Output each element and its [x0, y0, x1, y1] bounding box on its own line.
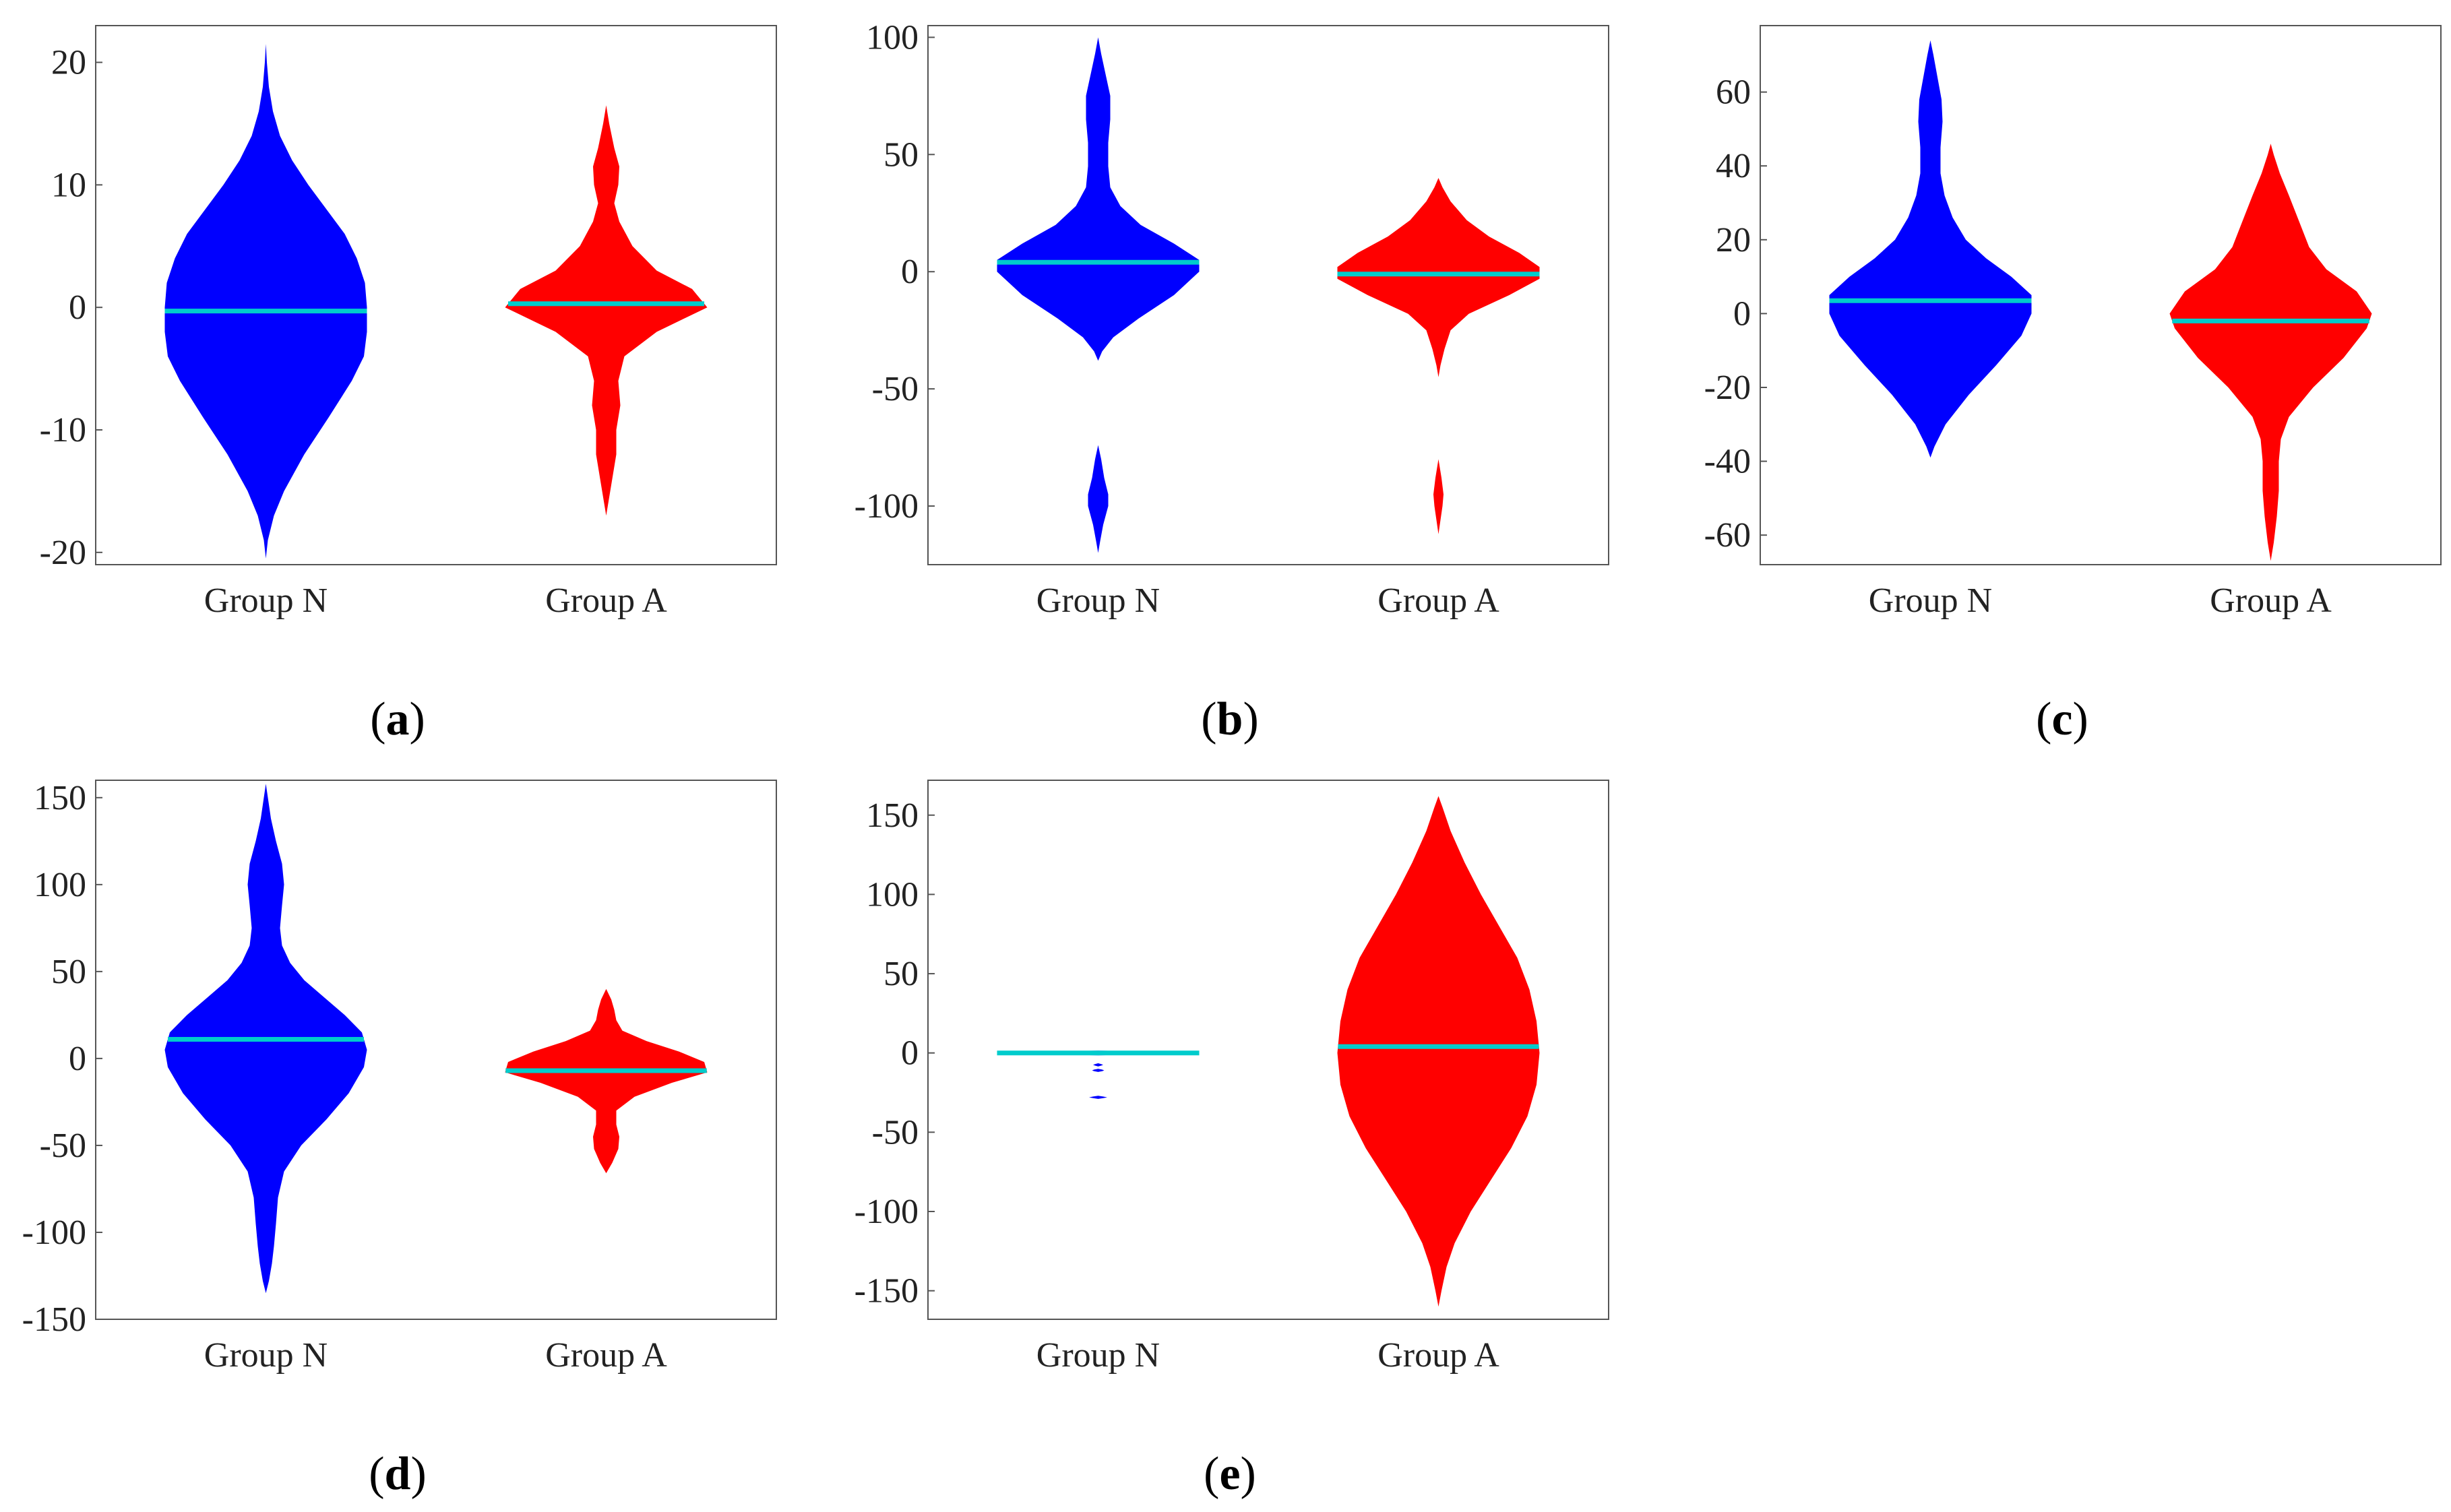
- y-tick-label: 100: [34, 866, 86, 904]
- y-tick-label: 50: [883, 955, 919, 993]
- axes-frame: [927, 25, 1609, 565]
- y-tick-label: 0: [69, 288, 86, 327]
- y-tick-label: -20: [40, 534, 86, 572]
- violin-group-a: [2169, 144, 2372, 561]
- violin-group-a: [1337, 796, 1540, 1307]
- panel-label: (e): [1204, 1448, 1256, 1500]
- violin-group-a: [505, 988, 708, 1174]
- violin-panel-c: -60 -40 -20 0 20 40 60 Group N Group A (c): [1704, 25, 2442, 745]
- x-category-label: Group N: [204, 1336, 328, 1375]
- y-tick-label: 150: [34, 779, 86, 817]
- panel-label: (c): [2036, 693, 2088, 745]
- x-category-label: Group A: [1377, 581, 1499, 620]
- violin-group-n: [164, 44, 367, 559]
- violin-group-a: [1337, 178, 1540, 534]
- y-tick-label: 60: [1716, 73, 1751, 112]
- y-tick-label: 20: [1716, 221, 1751, 259]
- y-tick-label: -50: [872, 1113, 919, 1152]
- panel-label: (d): [369, 1448, 427, 1500]
- x-category-label: Group N: [1036, 581, 1160, 620]
- panel-label: (b): [1201, 693, 1259, 745]
- y-tick-label: -40: [1704, 443, 1751, 481]
- y-tick-label: -20: [1704, 369, 1751, 407]
- violin-panel-e: -150 -100 -50 0 50 100 150 Group N Group A (e): [855, 780, 1609, 1500]
- y-tick-label: 40: [1716, 147, 1751, 185]
- y-tick-label: 50: [883, 135, 919, 174]
- violin-group-a: [505, 105, 708, 516]
- y-tick-label: 150: [866, 796, 919, 835]
- x-category-label: Group A: [545, 581, 667, 620]
- y-tick-label: 0: [901, 1034, 919, 1073]
- y-tick-label: 0: [69, 1040, 86, 1078]
- violin-panel-b: -100 -50 0 50 100 Group N Group A (b): [855, 18, 1609, 745]
- y-tick-label: 100: [866, 875, 919, 914]
- axes-frame: [927, 780, 1609, 1320]
- y-tick-label: 20: [51, 44, 86, 82]
- x-category-label: Group N: [1036, 1336, 1160, 1375]
- y-tick-label: -100: [22, 1214, 86, 1252]
- y-tick-label: 10: [51, 166, 86, 204]
- y-tick-label: -100: [855, 487, 919, 526]
- violin-group-n: [997, 1050, 1200, 1099]
- y-tick-label: -10: [40, 411, 86, 449]
- y-tick-label: -60: [1704, 516, 1751, 555]
- violin-panel-d: -150 -100 -50 0 50 100 150 Group N Group A (d): [22, 779, 777, 1500]
- y-tick-label: -50: [40, 1127, 86, 1165]
- x-category-label: Group A: [2210, 581, 2332, 620]
- y-tick-label: 50: [51, 953, 86, 991]
- y-tick-label: -50: [872, 370, 919, 408]
- x-category-label: Group N: [204, 581, 328, 620]
- y-tick-label: 0: [1733, 294, 1751, 333]
- y-tick-label: -150: [22, 1300, 86, 1339]
- x-category-label: Group N: [1869, 581, 1992, 620]
- y-tick-label: -100: [855, 1193, 919, 1231]
- panel-label: (a): [370, 693, 425, 745]
- x-category-label: Group A: [545, 1336, 667, 1375]
- axes-frame: [95, 780, 777, 1320]
- violin-group-n: [1829, 40, 2032, 458]
- axes-frame: [95, 25, 777, 565]
- y-tick-label: -150: [855, 1272, 919, 1311]
- axes-frame: [1760, 25, 2442, 565]
- y-tick-label: 100: [866, 18, 919, 57]
- x-category-label: Group A: [1377, 1336, 1499, 1375]
- violin-panel-a: -20 -10 0 10 20 Group N Group A (a): [40, 25, 777, 745]
- y-tick-label: 0: [901, 253, 919, 291]
- violin-group-n: [997, 37, 1200, 553]
